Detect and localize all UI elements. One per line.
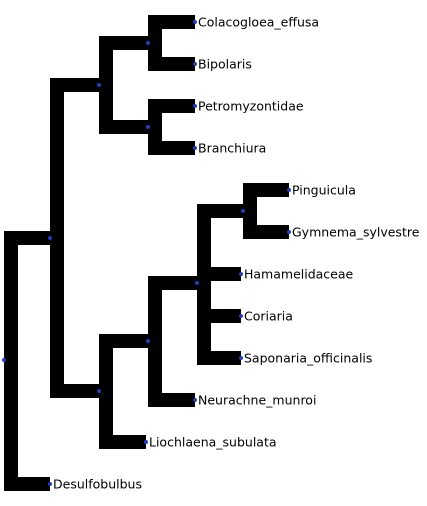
branch-horizontal-L_pinguicula xyxy=(243,183,289,197)
leaf-label-neurachne: Neurachne_munroi xyxy=(198,393,316,408)
branch-horizontal-n7 xyxy=(148,276,197,290)
branch-vertical-n6 xyxy=(148,276,162,407)
leaf-label-petromyzontidae: Petromyzontidae xyxy=(198,99,304,114)
branch-horizontal-n8 xyxy=(197,204,243,218)
leaf-node-dot xyxy=(239,272,243,276)
leaf-label-hamamelidaceae: Hamamelidaceae xyxy=(244,267,354,282)
branch-horizontal-n2 xyxy=(50,78,99,92)
tree-branches xyxy=(4,15,289,491)
internal-node-dot xyxy=(48,236,52,240)
leaf-label-saponaria: Saponaria_officinalis xyxy=(244,351,372,366)
branch-horizontal-n4 xyxy=(99,120,148,134)
leaf-node-dot xyxy=(193,104,197,108)
branch-horizontal-n3 xyxy=(99,36,148,50)
branch-vertical-n2 xyxy=(99,36,113,134)
leaf-label-colacogloea: Colacogloea_effusa xyxy=(198,15,319,30)
internal-node-dot xyxy=(241,209,245,213)
internal-node-dot xyxy=(97,389,101,393)
internal-node-dot xyxy=(195,281,199,285)
internal-node-dot xyxy=(146,339,150,343)
branch-horizontal-L_coriaria xyxy=(197,309,241,323)
leaf-label-desulfobulbus: Desulfobulbus xyxy=(53,477,142,492)
leaf-label-liochlaena: Liochlaena_subulata xyxy=(149,435,277,450)
branch-horizontal-L_neurachne xyxy=(148,393,195,407)
leaf-node-dot xyxy=(193,20,197,24)
branch-vertical-n1 xyxy=(50,78,64,398)
branch-horizontal-L_saponaria xyxy=(197,351,241,365)
leaf-node-dot xyxy=(48,482,52,486)
leaf-node-dot xyxy=(144,440,148,444)
leaf-node-dot xyxy=(287,188,291,192)
internal-node-dot xyxy=(146,41,150,45)
internal-node-dot xyxy=(2,358,6,362)
branch-horizontal-L_bipolaris xyxy=(148,57,195,71)
leaf-label-branchiura: Branchiura xyxy=(198,141,266,156)
leaf-node-dot xyxy=(287,230,291,234)
leaf-label-coriaria: Coriaria xyxy=(244,309,293,324)
branch-horizontal-n5 xyxy=(50,384,99,398)
branch-horizontal-n1 xyxy=(4,231,50,245)
tree-node-dots xyxy=(2,20,291,486)
branch-horizontal-L_petromyzontidae xyxy=(148,99,195,113)
branch-horizontal-L_desulfobulbus xyxy=(4,477,50,491)
leaf-node-dot xyxy=(239,314,243,318)
branch-horizontal-L_colacogloea xyxy=(148,15,195,29)
branch-horizontal-L_gymnema xyxy=(243,225,289,239)
tree-leaf-labels: Colacogloea_effusa Bipolaris Petromyzontid… xyxy=(53,15,420,492)
branch-horizontal-L_branchiura xyxy=(148,141,195,155)
leaf-node-dot xyxy=(193,146,197,150)
branch-horizontal-L_hamamelidaceae xyxy=(197,267,241,281)
branch-vertical-n7 xyxy=(197,204,211,365)
branch-horizontal-L_liochlaena xyxy=(99,435,146,449)
branch-vertical-n5 xyxy=(99,334,113,449)
leaf-label-pinguicula: Pinguicula xyxy=(292,183,356,198)
internal-node-dot xyxy=(146,125,150,129)
leaf-label-bipolaris: Bipolaris xyxy=(198,57,252,72)
branch-horizontal-n6 xyxy=(99,334,148,348)
leaf-node-dot xyxy=(239,356,243,360)
internal-node-dot xyxy=(97,83,101,87)
leaf-label-gymnema: Gymnema_sylvestre xyxy=(292,225,420,240)
leaf-node-dot xyxy=(193,398,197,402)
branch-vertical-root xyxy=(4,231,18,491)
leaf-node-dot xyxy=(193,62,197,66)
